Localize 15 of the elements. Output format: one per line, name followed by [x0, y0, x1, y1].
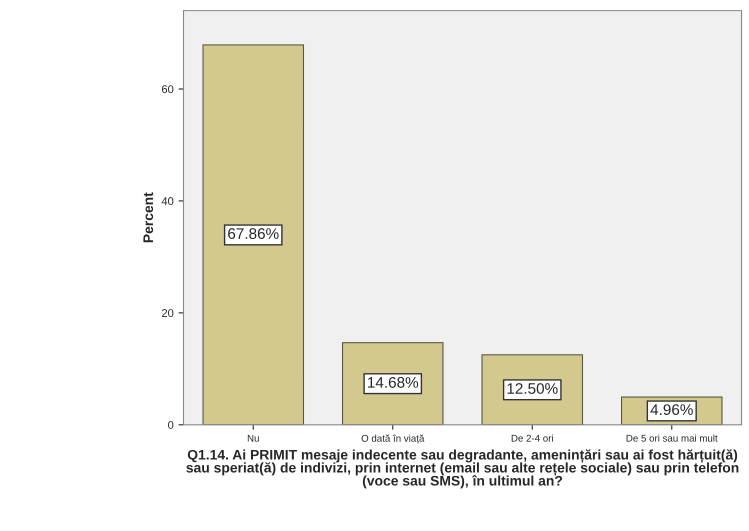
data-label: 12.50% [508, 383, 558, 394]
x-tick-label: O dată în viață [362, 434, 424, 444]
x-tick-label: De 5 ori sau mai mult [626, 434, 718, 442]
x-axis-title: Q1.14. Ai PRIMIT mesaje indecente sau degradante, amenințări sau ai fost hărțuit(ă) sau speriat(ă) de indivizi, prin internet (email sau alte rețele sociale) sau prin telefon (voce sau SMS), în ultimul an? [186, 449, 738, 488]
x-tick-label: Nu [248, 434, 259, 442]
y-tick-label: 0 [168, 421, 174, 429]
x-tick-label: De 2-4 ori [512, 434, 553, 442]
y-tick-label: 60 [162, 85, 174, 94]
y-tick-label: 20 [162, 309, 174, 317]
data-label: 14.68% [368, 377, 418, 388]
y-tick-label: 40 [162, 197, 174, 206]
data-label: 4.96% [650, 404, 693, 416]
data-label: 67.86% [228, 228, 279, 239]
y-axis-title: Percent [143, 192, 154, 242]
bar [202, 44, 304, 425]
